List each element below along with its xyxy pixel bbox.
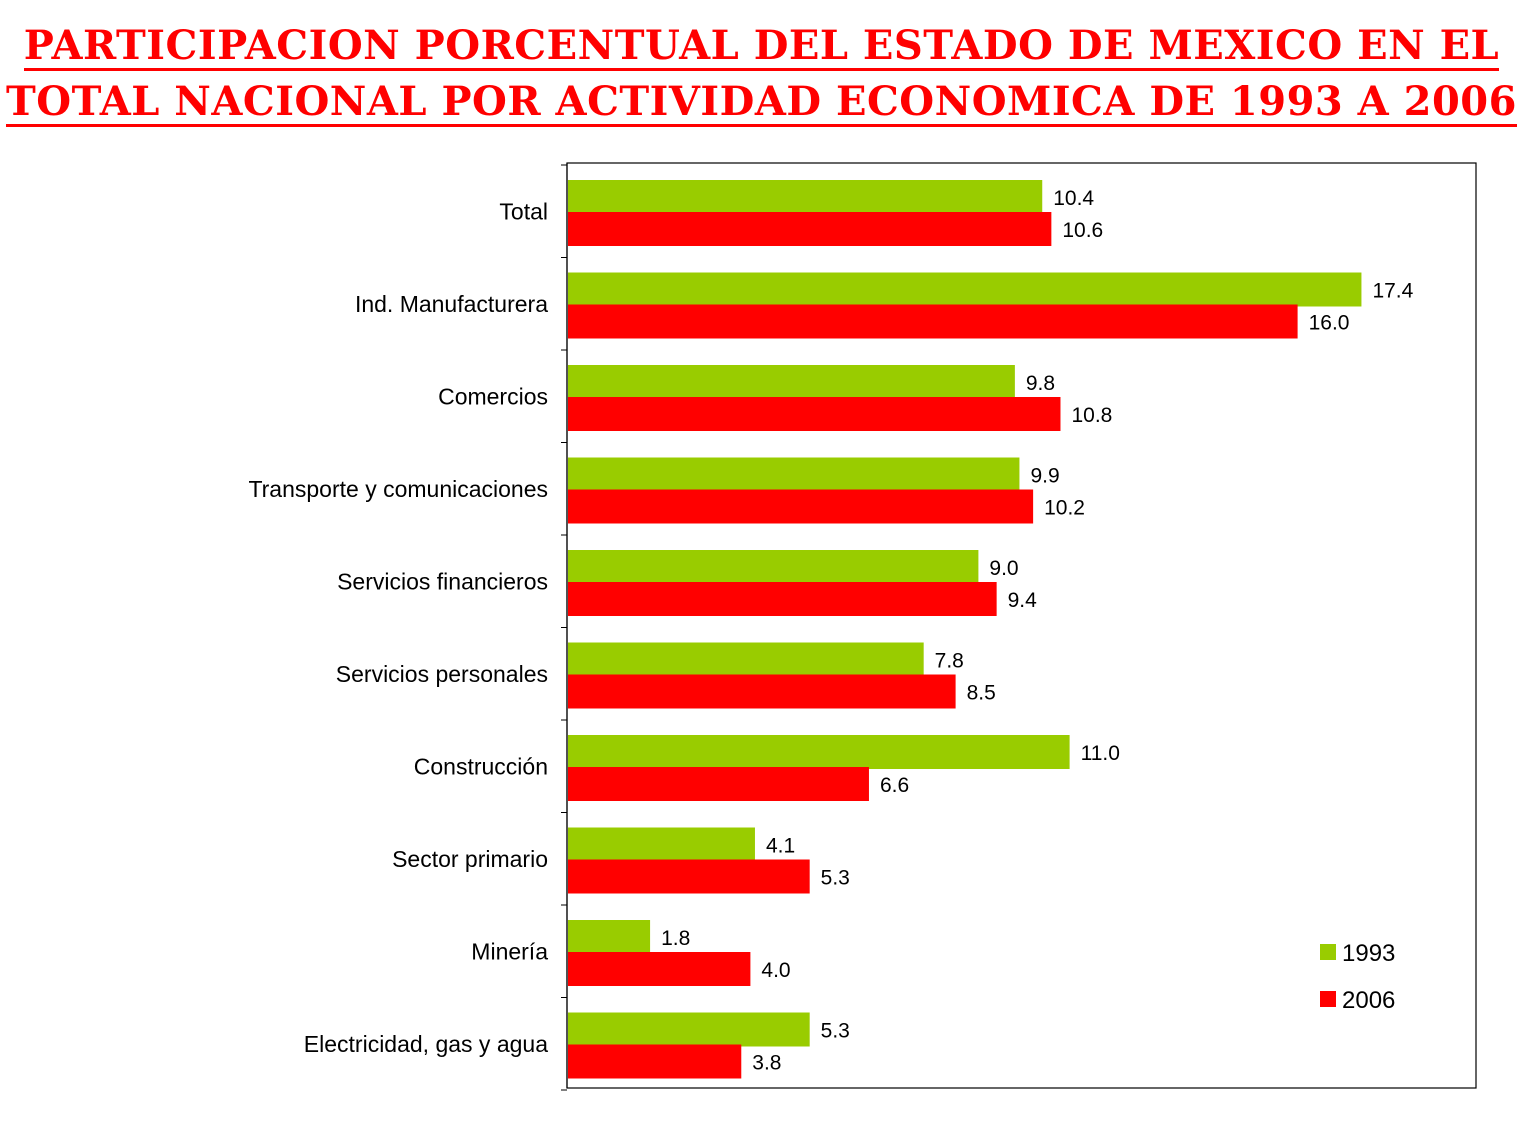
data-label-2006: 10.8	[1071, 404, 1112, 427]
legend-label-2006: 2006	[1342, 987, 1395, 1014]
bar-2006	[568, 767, 869, 801]
bar-2006	[568, 304, 1298, 339]
data-label-1993: 4.1	[766, 835, 795, 858]
category-label: Ind. Manufacturera	[355, 291, 548, 317]
data-label-2006: 10.2	[1044, 497, 1085, 520]
category-label: Servicios financieros	[337, 568, 548, 594]
data-label-2006: 3.8	[752, 1052, 781, 1075]
bar-1993	[568, 735, 1070, 769]
bar-2006	[568, 674, 956, 709]
chart-title: PARTICIPACION PORCENTUAL DEL ESTADO DE M…	[0, 18, 1523, 130]
data-label-1993: 11.0	[1081, 742, 1120, 765]
data-label-1993: 9.0	[989, 557, 1018, 580]
category-label: Minería	[471, 938, 548, 964]
category-label: Total	[499, 198, 548, 224]
data-label-1993: 10.4	[1053, 187, 1094, 210]
data-label-1993: 9.9	[1030, 465, 1059, 488]
bar-1993	[568, 642, 924, 677]
data-label-1993: 5.3	[821, 1020, 850, 1043]
bar-1993	[568, 180, 1043, 214]
legend-label-1993: 1993	[1342, 940, 1395, 967]
bar-1993	[568, 827, 755, 862]
bar-2006	[568, 489, 1034, 524]
bar-1993	[568, 457, 1020, 492]
bar-1993	[568, 1012, 810, 1047]
bar-2006	[568, 397, 1061, 431]
data-label-2006: 16.0	[1309, 312, 1350, 335]
bar-2006	[568, 859, 810, 894]
data-label-2006: 5.3	[821, 867, 850, 890]
bar-2006	[568, 212, 1052, 246]
legend-swatch-1993	[1320, 944, 1336, 960]
bar-1993	[568, 550, 979, 584]
bar-2006	[568, 952, 751, 986]
data-label-1993: 17.4	[1372, 280, 1413, 303]
data-label-1993: 7.8	[935, 650, 964, 673]
data-label-2006: 6.6	[880, 774, 909, 797]
category-label: Sector primario	[392, 846, 548, 872]
data-label-1993: 1.8	[661, 927, 690, 950]
title-line-2: TOTAL NACIONAL POR ACTIVIDAD ECONOMICA D…	[6, 78, 1517, 127]
data-label-2006: 8.5	[967, 682, 996, 705]
category-label: Electricidad, gas y agua	[304, 1031, 548, 1057]
bar-1993	[568, 365, 1015, 399]
category-label: Comercios	[438, 383, 548, 409]
bar-2006	[568, 1044, 742, 1079]
category-label: Transporte y comunicaciones	[248, 476, 548, 502]
category-label: Construcción	[414, 753, 548, 779]
data-label-1993: 9.8	[1026, 372, 1055, 395]
bar-2006	[568, 582, 997, 616]
category-label: Servicios personales	[336, 661, 548, 687]
bar-1993	[568, 272, 1362, 307]
data-label-2006: 9.4	[1008, 589, 1038, 612]
data-label-2006: 4.0	[761, 959, 790, 982]
title-line-1: PARTICIPACION PORCENTUAL DEL ESTADO DE M…	[23, 22, 1500, 71]
bar-1993	[568, 920, 651, 954]
legend-swatch-2006	[1320, 991, 1336, 1007]
data-label-2006: 10.6	[1062, 219, 1103, 242]
